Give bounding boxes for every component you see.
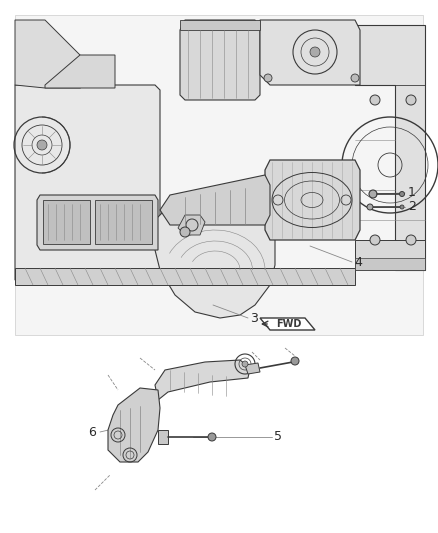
- Circle shape: [264, 74, 272, 82]
- Polygon shape: [355, 258, 425, 270]
- Polygon shape: [155, 360, 250, 400]
- Polygon shape: [178, 215, 205, 235]
- Circle shape: [399, 191, 405, 197]
- Polygon shape: [160, 175, 270, 225]
- Polygon shape: [155, 210, 275, 318]
- Polygon shape: [158, 430, 168, 444]
- Circle shape: [208, 433, 216, 441]
- Circle shape: [37, 140, 47, 150]
- Text: 5: 5: [274, 431, 282, 443]
- Circle shape: [400, 205, 404, 209]
- Text: 1: 1: [408, 187, 416, 199]
- Circle shape: [370, 95, 380, 105]
- Polygon shape: [245, 363, 260, 374]
- Text: FWD: FWD: [276, 319, 301, 329]
- Text: 2: 2: [408, 200, 416, 214]
- Polygon shape: [355, 25, 425, 270]
- Polygon shape: [15, 20, 80, 88]
- Polygon shape: [15, 268, 355, 285]
- Circle shape: [406, 235, 416, 245]
- Polygon shape: [45, 55, 115, 88]
- Circle shape: [291, 357, 299, 365]
- Polygon shape: [37, 195, 158, 250]
- Circle shape: [370, 235, 380, 245]
- Polygon shape: [108, 388, 160, 462]
- Polygon shape: [180, 20, 260, 30]
- Polygon shape: [95, 200, 152, 244]
- Circle shape: [406, 95, 416, 105]
- Circle shape: [242, 361, 248, 367]
- Polygon shape: [355, 240, 425, 270]
- Polygon shape: [15, 15, 423, 335]
- Polygon shape: [265, 160, 360, 240]
- Polygon shape: [260, 20, 360, 85]
- Circle shape: [310, 47, 320, 57]
- Polygon shape: [180, 20, 260, 100]
- Circle shape: [351, 74, 359, 82]
- Polygon shape: [43, 200, 90, 244]
- Text: 6: 6: [88, 425, 96, 439]
- Circle shape: [180, 227, 190, 237]
- Text: 3: 3: [250, 312, 258, 326]
- Polygon shape: [15, 85, 160, 280]
- Text: 4: 4: [354, 255, 362, 269]
- Circle shape: [367, 204, 373, 210]
- Circle shape: [369, 190, 377, 198]
- Polygon shape: [260, 318, 315, 330]
